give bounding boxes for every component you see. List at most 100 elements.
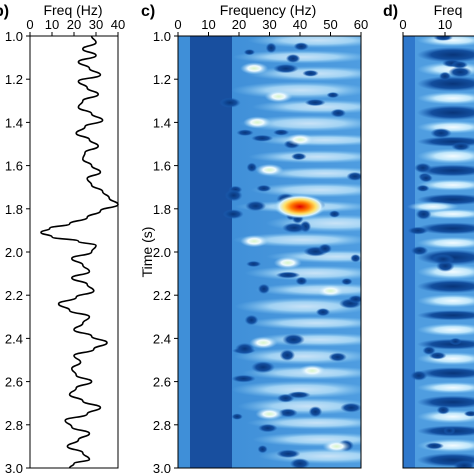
panel-d-dark-spot — [424, 442, 445, 450]
panel-d-blobs — [403, 36, 474, 468]
panel-c-light-band — [254, 133, 361, 147]
panel-d-spectrogram — [403, 36, 474, 468]
panel-d-x-tick-label: 0 — [399, 17, 406, 32]
panel-b-y-tick-label: 1.2 — [5, 72, 23, 87]
panel-c-light-band — [231, 81, 361, 99]
panel-b-y-tick-label: 2.2 — [5, 288, 23, 303]
panel-c-dark-spot — [302, 69, 319, 77]
panel-c-y-tick-label: 2.2 — [153, 288, 171, 303]
panel-c-dark-spot — [235, 342, 255, 355]
panel-c-light-band — [252, 432, 361, 447]
panel-d-dark-spot — [451, 60, 469, 69]
panel-d-band — [417, 323, 474, 337]
panel-c-dark-spot — [265, 42, 277, 54]
panel-c-dark-spot — [326, 92, 340, 99]
panel-c-y-tick-label: 1.4 — [153, 115, 171, 130]
panel-c-dark-spot — [257, 445, 268, 454]
panel-c-hotspot — [243, 116, 272, 129]
panel-c-light-band — [231, 380, 361, 399]
panel-c-dark-spot — [348, 295, 361, 304]
panel-c-hotspot — [249, 336, 278, 349]
panel-c-dark-spot — [251, 134, 274, 142]
panel-c-y-tick-label: 2.0 — [153, 245, 171, 260]
panel-c-dark-spot — [308, 406, 323, 418]
panel-c-hotspot — [264, 90, 293, 103]
panel-c-hotspot — [240, 62, 269, 75]
panel-c-dark-spot — [350, 254, 361, 263]
panel-b-x-tick-label: 40 — [111, 17, 125, 32]
panel-c-left-edge — [178, 36, 190, 468]
panel-c-light-band — [234, 348, 361, 365]
panel-d-dark-spot — [416, 184, 430, 192]
panel-c-dark-spot — [295, 276, 308, 286]
panel-d-dark-spot — [422, 346, 436, 355]
panel-c-y-tick-label: 2.6 — [153, 375, 171, 390]
panel-d-letter: d) — [383, 3, 398, 20]
panel-c-hotspot — [298, 364, 327, 377]
panel-d-band — [417, 395, 474, 409]
panel-c-dark-spot — [340, 402, 361, 413]
panel-b-y-tick-label: 2.0 — [5, 245, 23, 260]
panel-c-y-tick-label: 2.8 — [153, 418, 171, 433]
panel-b-x-tick-label: 20 — [67, 17, 81, 32]
panel-d-left-strip — [403, 36, 415, 468]
panel-c-y-tick-label: 1.6 — [153, 159, 171, 174]
panel-c-peak — [274, 194, 326, 219]
panel-c-dark-spot — [273, 63, 299, 74]
panel-c-light-band — [247, 36, 361, 49]
panel-c-y-axis-label: Time (s) — [139, 227, 155, 278]
panel-c-hotspot — [255, 163, 284, 176]
panel-d-dark-spot — [410, 246, 429, 256]
panel-d-dark-spot — [430, 128, 452, 139]
panel-c-y-tick-label: 1.0 — [153, 29, 171, 44]
panel-d-band — [417, 105, 474, 121]
panel-b-y-tick-label: 1.0 — [5, 29, 23, 44]
panel-c-dark-spot — [293, 42, 309, 51]
panel-c-dark-spot — [346, 171, 361, 181]
panel-c-y-tick-label: 1.8 — [153, 202, 171, 217]
panel-d-band — [417, 279, 474, 294]
panel-c-dark-spot — [225, 189, 243, 202]
panel-c-dark-spot — [330, 108, 346, 118]
panel-c-frame — [177, 35, 362, 469]
panel-c-light-band — [250, 182, 361, 198]
panel-c-letter: c) — [141, 3, 155, 20]
panel-c-dark-spot — [273, 129, 290, 136]
panel-c-dark-spot — [257, 283, 270, 295]
panel-c-dark-spot — [231, 374, 256, 383]
panel-c-y-ticks: 1.0 1.2 1.4 1.6 1.8 2.0 2.2 2.4 2.6 2.8 3.0 — [153, 29, 178, 474]
panel-b-frame — [29, 35, 119, 469]
panel-c-dark-spot — [341, 278, 353, 286]
panel-c-dark-spot — [251, 361, 275, 374]
panel-c-dark-spot — [318, 243, 332, 254]
panel-c-dark-spot — [219, 97, 241, 108]
panel-b-frequency-line — [40, 35, 119, 469]
panel-d-dark-spot — [419, 174, 433, 183]
panel-c-y-tick-label: 3.0 — [153, 461, 171, 474]
panel-b-x-axis-label: Freq (Hz) — [43, 2, 102, 18]
panel-c-dark-spot — [231, 413, 243, 420]
panel-c: c) Frequency (Hz) Time (s) 0 10 20 30 40 50 60… — [139, 2, 368, 474]
panel-d-x-tick-label: 10 — [438, 17, 452, 32]
panel-c-low-band — [190, 36, 232, 468]
panel-c-light-band — [245, 316, 361, 330]
panel-c-x-tick-label: 10 — [201, 17, 215, 32]
panel-c-light-band — [239, 115, 361, 132]
panel-d-band — [417, 294, 474, 308]
panel-c-light-band — [249, 332, 361, 347]
panel-c-dark-spot — [244, 314, 259, 326]
panel-d-band — [417, 47, 474, 63]
panel-d-dark-spot — [414, 162, 432, 173]
panel-c-dark-spot — [289, 458, 311, 468]
panel-c-dark-spot — [315, 308, 331, 317]
panel-d-band — [417, 148, 474, 164]
panel-b-y-ticks: 1.0 1.2 1.4 1.6 1.8 2.0 2.2 2.4 2.6 2.8 3.0 — [5, 29, 30, 474]
panel-c-dark-spot — [222, 209, 244, 220]
panel-b-y-tick-label: 2.4 — [5, 331, 23, 346]
panel-b-x-tick-label: 0 — [26, 17, 33, 32]
panel-c-x-tick-label: 40 — [293, 17, 307, 32]
panel-c-light-band — [247, 150, 361, 164]
panel-d-dark-spot — [449, 337, 462, 346]
panel-d-band — [417, 91, 474, 105]
